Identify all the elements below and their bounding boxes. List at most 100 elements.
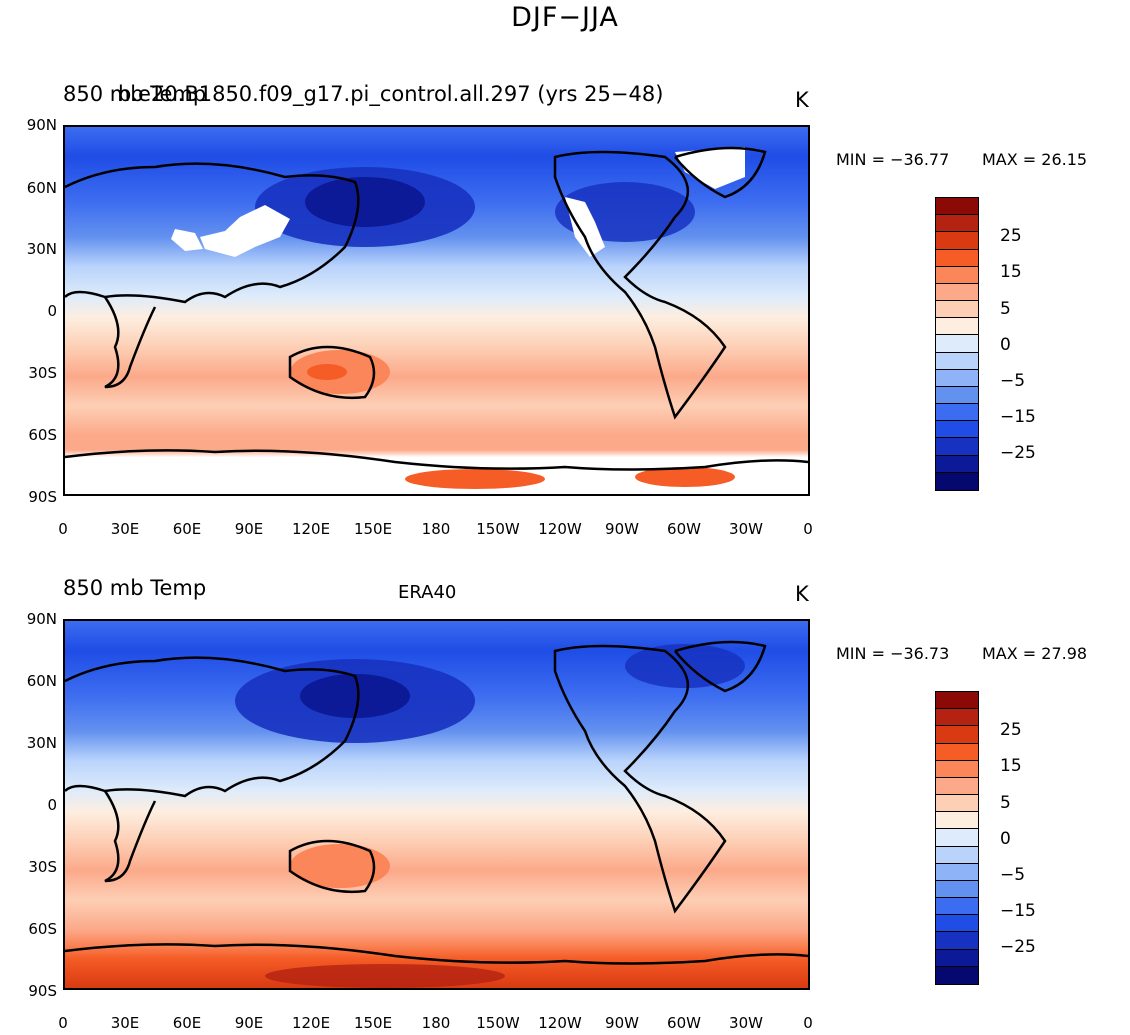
panel1-ylabel: 60S — [28, 426, 57, 444]
panel2-xlabel: 30E — [110, 1014, 140, 1032]
panel2-max-label: MAX = 27.98 — [982, 644, 1088, 663]
panel2-xlabel: 150W — [476, 1014, 520, 1032]
panel2-colorbar-label: −15 — [1000, 901, 1036, 921]
panel1-map — [63, 125, 810, 496]
panel1-xlabel: 0 — [803, 520, 813, 538]
colorbar-swatch — [936, 266, 978, 284]
panel2-xlabel: 90E — [234, 1014, 264, 1032]
panel2-xlabel: 120W — [538, 1014, 582, 1032]
panel1-colorbar-label: −5 — [1000, 371, 1026, 391]
colorbar-swatch — [936, 386, 978, 405]
panel1-colorbar-label: 25 — [1000, 226, 1022, 246]
panel1-xlabel: 120E — [291, 520, 331, 538]
colorbar-swatch — [936, 777, 978, 796]
panel2-xlabel: 0 — [58, 1014, 68, 1032]
colorbar-swatch — [936, 369, 978, 387]
colorbar-swatch — [936, 318, 978, 336]
colorbar-swatch — [936, 812, 978, 830]
colorbar-swatch — [936, 249, 978, 267]
colorbar-swatch — [936, 966, 978, 984]
colorbar-swatch — [936, 472, 978, 490]
colorbar-swatch — [936, 829, 978, 847]
panel1-colorbar-label: −25 — [1000, 443, 1036, 463]
panel1-ylabel: 90S — [28, 488, 57, 506]
panel2-title-units: K — [795, 582, 809, 606]
panel1-title-units: K — [795, 88, 809, 112]
colorbar-swatch — [936, 438, 978, 456]
panel1-xlabel: 30W — [729, 520, 763, 538]
panel2-xlabel: 30W — [729, 1014, 763, 1032]
colorbar-swatch — [936, 760, 978, 778]
panel2-colorbar-label: −25 — [1000, 937, 1036, 957]
panel1-xlabel: 60W — [667, 520, 701, 538]
panel1-xlabel: 150W — [476, 520, 520, 538]
colorbar-swatch — [936, 232, 978, 250]
panel1-max-label: MAX = 26.15 — [982, 150, 1088, 169]
colorbar-swatch — [936, 932, 978, 950]
panel2-xlabel: 150E — [353, 1014, 393, 1032]
panel1-xlabel: 60E — [172, 520, 202, 538]
colorbar-swatch — [936, 301, 978, 319]
panel1-min-label: MIN = −36.77 — [836, 150, 950, 169]
panel2-ylabel: 30N — [26, 734, 57, 752]
colorbar-swatch — [936, 455, 978, 473]
panel1-title-left: 850 mb Temp — [63, 82, 207, 106]
panel2-colorbar — [935, 691, 979, 985]
panel1-colorbar-label: −15 — [1000, 407, 1036, 427]
panel2-colorbar-label: −5 — [1000, 865, 1026, 885]
panel2-xlabel: 60W — [667, 1014, 701, 1032]
panel1-xlabel: 180 — [421, 520, 451, 538]
panel1-colorbar-label: 15 — [1000, 262, 1022, 282]
panel2-title-left: 850 mb Temp — [63, 576, 207, 600]
panel2-min-label: MIN = −36.73 — [836, 644, 950, 663]
panel1-ylabel: 30N — [26, 240, 57, 258]
panel2-title-center: ERA40 — [398, 582, 457, 603]
panel1-xlabel: 120W — [538, 520, 582, 538]
panel2-xlabel: 0 — [803, 1014, 813, 1032]
panel2-field — [65, 621, 808, 988]
colorbar-swatch — [936, 880, 978, 899]
panel1-field — [65, 127, 808, 494]
panel1-ylabel: 60N — [26, 179, 57, 197]
panel1-xlabel: 150E — [353, 520, 393, 538]
colorbar-swatch — [936, 404, 978, 422]
colorbar-swatch — [936, 898, 978, 916]
panel2-colorbar-label: 0 — [1000, 829, 1011, 849]
panel2-xlabel: 180 — [421, 1014, 451, 1032]
colorbar-swatch — [936, 863, 978, 881]
panel1-colorbar-label: 5 — [1000, 299, 1011, 319]
colorbar-swatch — [936, 352, 978, 370]
panel2-ylabel: 60S — [28, 920, 57, 938]
panel1-xlabel: 0 — [58, 520, 68, 538]
panel1-colorbar-label: 0 — [1000, 335, 1011, 355]
colorbar-swatch — [936, 421, 978, 439]
panel2-colorbar-label: 5 — [1000, 793, 1011, 813]
colorbar-swatch — [936, 692, 978, 710]
panel1-title-center: b.e20.B1850.f09_g17.pi_control.all.297 (… — [118, 82, 664, 106]
panel2-map — [63, 619, 810, 990]
panel2-ylabel: 90N — [26, 610, 57, 628]
colorbar-swatch — [936, 846, 978, 864]
panel2-colorbar-label: 25 — [1000, 720, 1022, 740]
panel1-ylabel: 0 — [47, 302, 57, 320]
panel2-ylabel: 90S — [28, 982, 57, 1000]
colorbar-swatch — [936, 198, 978, 216]
colorbar-swatch — [936, 283, 978, 302]
panel2-ylabel: 60N — [26, 672, 57, 690]
panel2-ylabel: 30S — [28, 858, 57, 876]
colorbar-swatch — [936, 709, 978, 727]
panel1-xlabel: 90E — [234, 520, 264, 538]
panel1-xlabel: 30E — [110, 520, 140, 538]
panel1-ylabel: 90N — [26, 116, 57, 134]
colorbar-swatch — [936, 949, 978, 967]
colorbar-swatch — [936, 743, 978, 761]
panel2-xlabel: 60E — [172, 1014, 202, 1032]
panel2-colorbar-label: 15 — [1000, 756, 1022, 776]
figure-title: DJF−JJA — [511, 2, 619, 33]
colorbar-swatch — [936, 335, 978, 353]
panel1-xlabel: 90W — [605, 520, 639, 538]
colorbar-swatch — [936, 726, 978, 744]
panel2-xlabel: 120E — [291, 1014, 331, 1032]
colorbar-swatch — [936, 795, 978, 813]
panel1-colorbar — [935, 197, 979, 491]
